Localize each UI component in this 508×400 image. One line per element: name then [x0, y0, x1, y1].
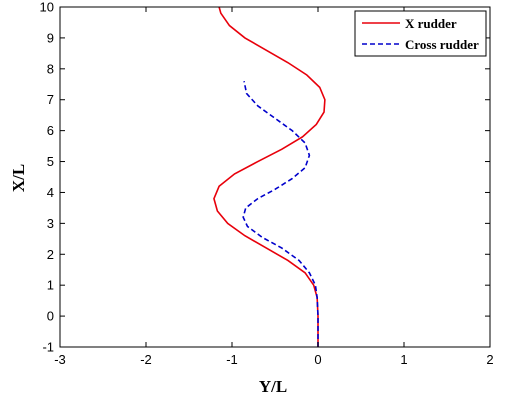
x-tick-label: -2: [140, 352, 152, 367]
y-tick-label: 10: [40, 0, 54, 15]
x-tick-label: -1: [226, 352, 238, 367]
y-tick-label: 3: [47, 216, 54, 231]
legend-label-x-rudder: X rudder: [405, 16, 457, 31]
y-axis-label: X/L: [9, 164, 28, 192]
legend-box: [354, 10, 487, 57]
x-axis-label: Y/L: [259, 377, 287, 396]
y-tick-label: 5: [47, 154, 54, 169]
y-tick-label: -1: [42, 340, 54, 355]
x-tick-label: 0: [314, 352, 321, 367]
series-line-x-rudder: [213, 6, 326, 347]
series-layer: [213, 6, 326, 347]
y-tick-label: 9: [47, 30, 54, 45]
x-tick-label: -3: [54, 352, 66, 367]
legend-label-cross-rudder: Cross rudder: [405, 37, 479, 52]
series-line-cross-rudder: [242, 81, 319, 347]
y-tick-label: 6: [47, 123, 54, 138]
y-tick-label: 1: [47, 278, 54, 293]
y-tick-label: 2: [47, 247, 54, 262]
y-tick-label: 0: [47, 309, 54, 324]
y-tick-label: 8: [47, 61, 54, 76]
x-tick-label: 1: [400, 352, 407, 367]
x-tick-label: 2: [486, 352, 493, 367]
legend: X rudder Cross rudder: [354, 10, 487, 57]
plot-frame: [59, 6, 491, 348]
y-tick-label: 4: [47, 185, 54, 200]
y-tick-label: 7: [47, 92, 54, 107]
